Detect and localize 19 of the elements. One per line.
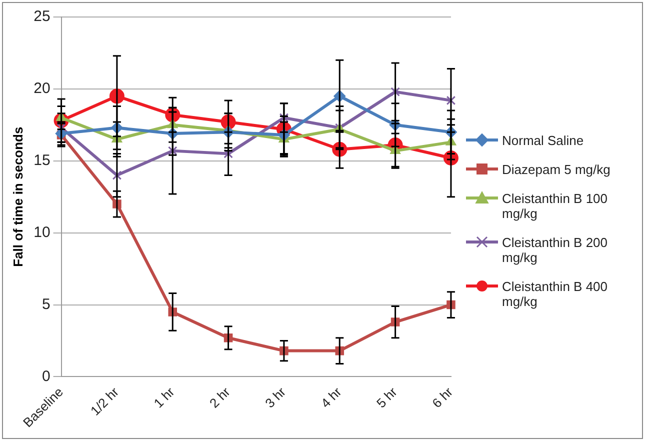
y-tick-label: 20: [34, 80, 50, 98]
x-tick-label: 1 hr: [150, 384, 178, 411]
x-tick-label: 4 hr: [318, 384, 345, 411]
x-tick-label: 6 hr: [429, 384, 456, 411]
y-tick-label: 25: [34, 8, 50, 26]
legend-label: Cleistanthin B 400 mg/kg: [502, 278, 609, 308]
y-tick-label: 5: [42, 296, 50, 313]
x-tick-label: 1/2 hr: [87, 384, 122, 418]
y-tick-label: 15: [34, 152, 50, 170]
x-tick-label: 2 hr: [206, 384, 234, 411]
y-tick-label: 10: [34, 224, 50, 241]
x-tick-label: 3 hr: [262, 384, 290, 411]
y-axis-title: Fall of time in seconds: [10, 126, 26, 267]
x-tick-label: 5 hr: [374, 384, 400, 411]
legend-label: Cleistanthin B 100 mg/kg: [502, 190, 609, 220]
legend-label: Cleistanthin B 200 mg/kg: [502, 234, 609, 264]
y-tick-label: 0: [42, 368, 50, 385]
legend-label: Diazepam 5 mg/kg: [502, 162, 610, 176]
legend-label: Normal Saline: [502, 132, 584, 148]
